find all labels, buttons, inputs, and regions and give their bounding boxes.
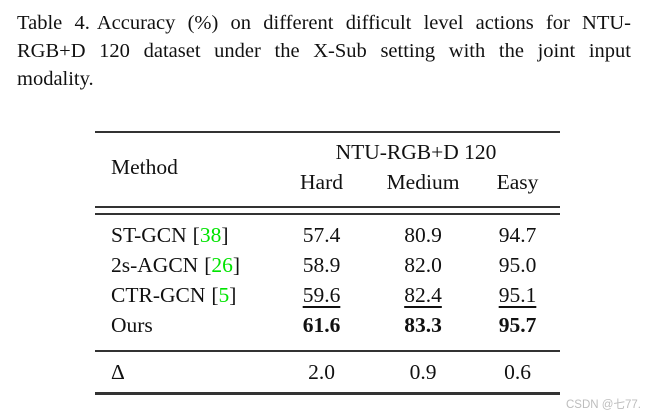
citation-number-link[interactable]: 26 [211, 253, 233, 277]
value-hard: 59.6 [302, 283, 341, 307]
method-cell: ST-GCN [38] [95, 220, 272, 250]
value-medium: 82.4 [404, 283, 442, 307]
delta-hard: 2.0 [308, 359, 335, 384]
table-caption: Table 4. Accuracy (%) on different diffic… [17, 9, 631, 93]
value-medium: 82.0 [404, 253, 442, 277]
table-row-delta: Δ 2.0 0.9 0.6 [95, 352, 560, 392]
method-cell: Ours [111, 313, 153, 337]
table-mid-rule [95, 350, 560, 352]
value-hard: 57.4 [302, 223, 341, 247]
method-name: CTR-GCN [111, 283, 206, 307]
value-hard: 61.6 [302, 313, 341, 337]
header-col-hard: Hard [300, 170, 343, 194]
header-group-ntu-rgbd-120: NTU-RGB+D 120 [335, 140, 497, 164]
value-medium: 80.9 [404, 223, 442, 247]
delta-medium: 0.9 [409, 359, 437, 384]
caption-text: Accuracy (%) on different difficult leve… [96, 12, 632, 34]
table-bottom-rule [95, 392, 560, 395]
value-easy: 95.1 [498, 283, 537, 307]
method-cell: CTR-GCN [5] [95, 280, 272, 310]
csdn-watermark: CSDN @七77. [566, 399, 641, 411]
delta-easy: 0.6 [504, 359, 531, 384]
citation-ref: [26] [204, 253, 241, 277]
method-cell: 2s-AGCN [26] [95, 250, 272, 280]
table-header-double-rule [95, 206, 560, 215]
value-medium: 83.3 [404, 313, 442, 337]
header-col-medium: Medium [386, 170, 460, 194]
header-col-easy: Easy [496, 170, 539, 194]
table-header: Method NTU-RGB+D 120 Hard Medium Easy [95, 133, 560, 206]
caption-line-1: Table 4. Accuracy (%) on different diffic… [17, 9, 631, 37]
value-hard: 58.9 [302, 253, 341, 277]
caption-line-2: RGB+D 120 dataset under the X-Sub settin… [17, 40, 631, 62]
results-table: Method NTU-RGB+D 120 Hard Medium Easy ST… [95, 131, 560, 395]
table-top-rule [95, 131, 560, 133]
method-name: ST-GCN [111, 223, 187, 247]
citation-number-link[interactable]: 38 [199, 223, 222, 247]
value-easy: 95.0 [498, 253, 537, 277]
table-body: ST-GCN [38] 57.4 80.9 94.7 2s-AGCN [26] 58… [95, 215, 560, 350]
citation-ref: [38] [192, 223, 229, 247]
value-easy: 94.7 [498, 223, 537, 247]
delta-symbol: Δ [111, 359, 125, 384]
header-method: Method [111, 154, 178, 179]
citation-ref: [5] [211, 283, 237, 307]
value-easy: 95.7 [498, 313, 537, 337]
caption-line-3: modality. [17, 68, 94, 90]
method-name: 2s-AGCN [111, 253, 199, 277]
caption-label: Table 4. [17, 12, 90, 34]
citation-number-link[interactable]: 5 [218, 283, 230, 307]
